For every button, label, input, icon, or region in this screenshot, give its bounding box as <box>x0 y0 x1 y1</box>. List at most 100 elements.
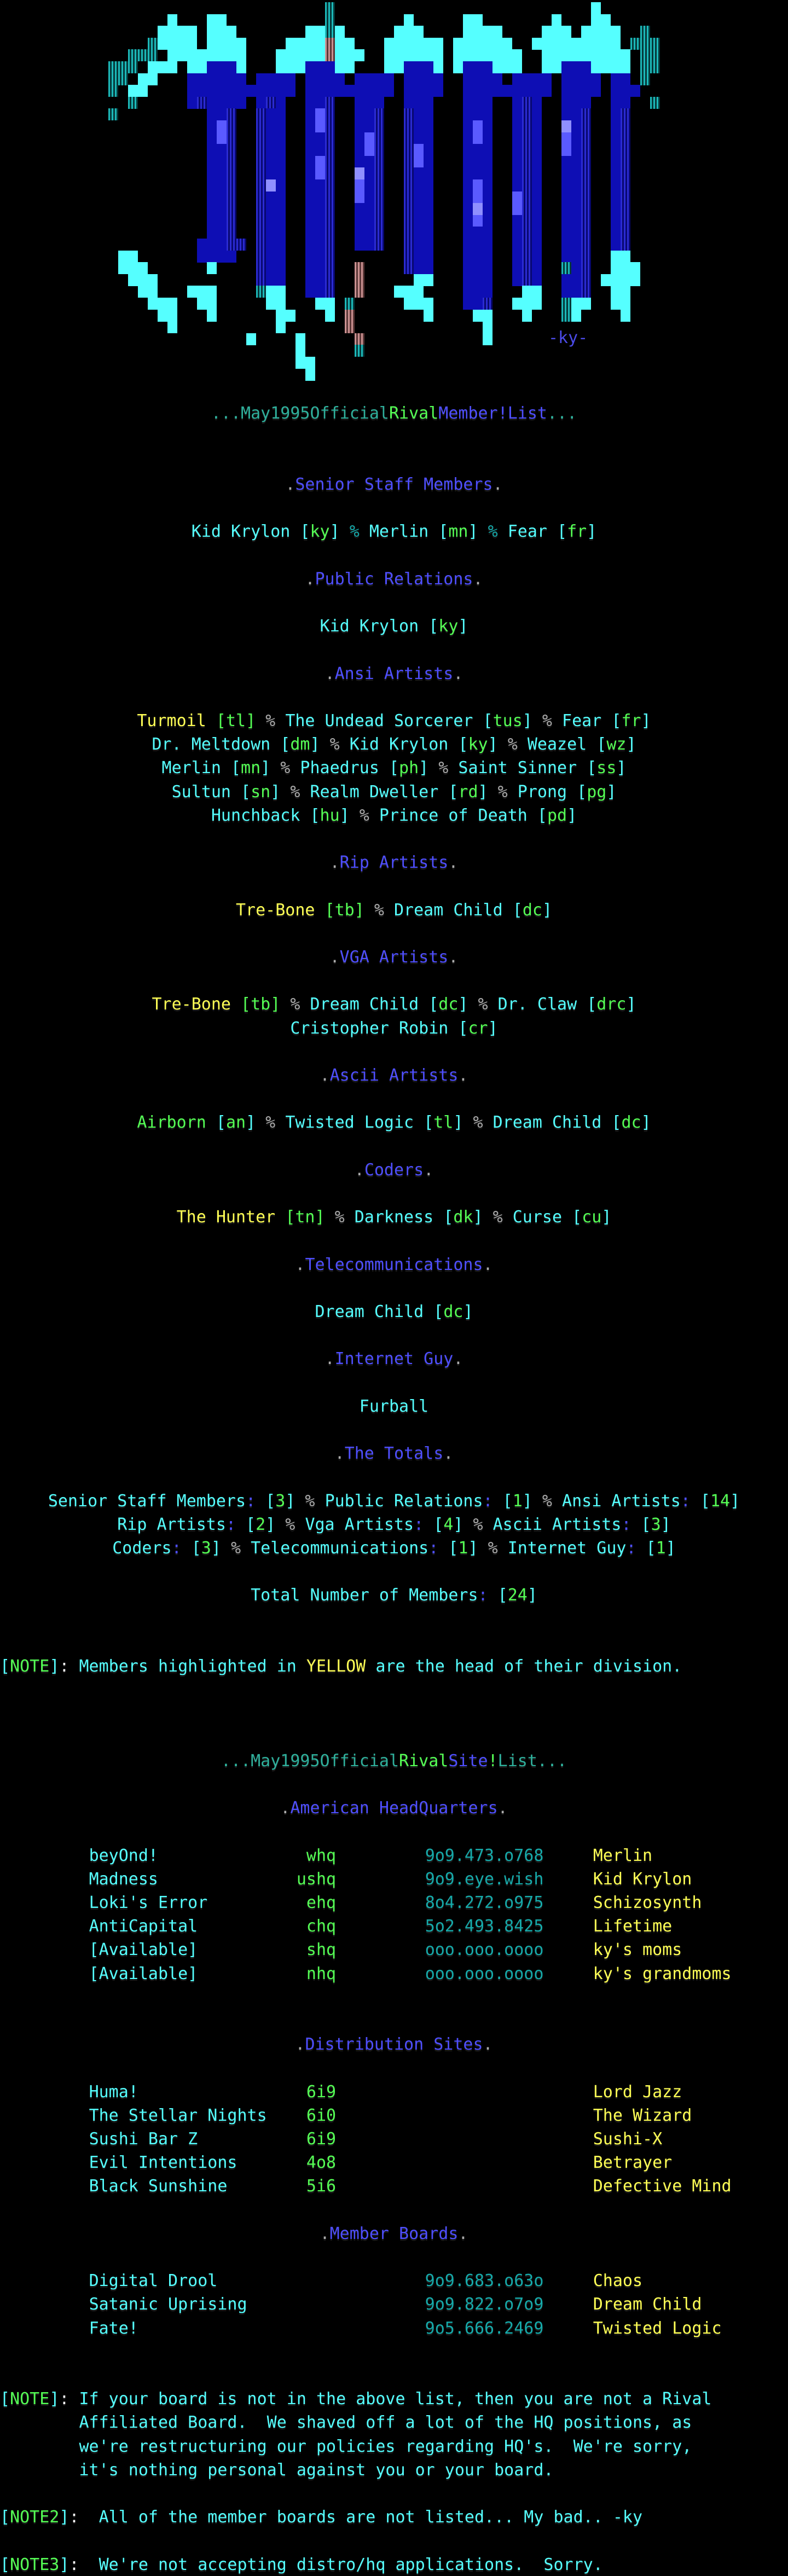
logo-art-block <box>414 203 433 216</box>
text-segment: % <box>280 995 310 1014</box>
logo-art-block <box>404 144 414 156</box>
text-segment: ] <box>265 1515 276 1534</box>
text-segment: ] <box>660 1515 671 1534</box>
logo-art-block <box>621 144 630 156</box>
logo-art-block <box>325 96 335 109</box>
logo-art-block <box>571 298 591 310</box>
logo-art-block <box>305 96 325 109</box>
logo-art-block <box>108 85 118 97</box>
text-segment <box>231 995 241 1014</box>
text-segment: ] <box>587 522 597 542</box>
logo-art-block <box>207 214 227 227</box>
text-segment: ] <box>488 1018 498 1038</box>
logo-art-block <box>256 167 266 180</box>
text-segment: shq <box>296 1940 337 1960</box>
ansi-text-line: Coders: [3] % Telecommunications: [1] % … <box>0 1536 788 1560</box>
text-segment: ] <box>453 1113 463 1133</box>
logo-art-block <box>512 120 522 132</box>
logo-art-block <box>207 61 236 73</box>
ansi-text-line: Furball <box>0 1395 788 1418</box>
logo-art-block <box>404 214 414 227</box>
logo-art-block <box>207 179 227 192</box>
logo-art-block <box>483 333 493 345</box>
logo-art-block <box>335 61 355 73</box>
logo-art-block <box>611 155 621 168</box>
text-segment: Hunchback <box>211 805 300 825</box>
text-segment: ] <box>522 711 532 730</box>
logo-art-block <box>266 167 286 180</box>
logo-art-block <box>384 37 443 50</box>
text-segment: [ <box>428 617 439 636</box>
text-segment: ...May1995Official <box>221 1751 399 1771</box>
logo-art-block <box>325 203 335 216</box>
logo-art-block <box>522 108 532 121</box>
logo-art-block <box>404 250 414 263</box>
text-segment: Lord Jazz <box>593 2082 682 2102</box>
logo-art-block <box>561 227 581 239</box>
logo-art-block <box>463 286 493 298</box>
text-segment: [ <box>611 1113 622 1133</box>
text-segment: . <box>453 664 463 683</box>
text-segment <box>601 711 611 730</box>
logo-art-block <box>522 96 532 109</box>
logo-art-block <box>532 203 542 216</box>
text-segment: 1 <box>656 1539 666 1558</box>
text-segment: . <box>424 1160 434 1180</box>
logo-art-block <box>463 250 493 263</box>
logo-art-block <box>266 227 286 239</box>
text-segment <box>543 1870 593 1889</box>
text-segment: ] <box>730 1491 740 1511</box>
logo-art-block <box>611 73 630 85</box>
text-segment: % <box>532 711 563 730</box>
logo-art-block <box>561 274 581 286</box>
logo-art-block <box>473 132 483 144</box>
text-segment <box>419 995 428 1014</box>
logo-art-block <box>463 203 473 216</box>
logo-art-block <box>581 120 591 132</box>
ansi-text-line: Rip Artists: [2] % Vga Artists: [4] % As… <box>0 1513 788 1536</box>
text-segment: . <box>458 1066 468 1085</box>
text-segment: Huma! <box>89 2082 138 2102</box>
ansi-text-line: .Public Relations. <box>0 567 788 591</box>
text-segment: [ <box>424 1113 434 1133</box>
text-segment: [ <box>424 1515 444 1534</box>
text-segment: Telecommunications <box>251 1539 429 1558</box>
logo-art-block <box>325 262 335 275</box>
logo-art-block <box>305 368 315 381</box>
text-segment: ] <box>49 2389 60 2409</box>
text-segment: [ <box>325 900 335 920</box>
logo-art-block <box>158 26 197 38</box>
ansi-text-line: .Senior Staff Members. <box>0 473 788 496</box>
logo-art-block <box>414 214 433 227</box>
ansi-text-line: Airborn [an] % Twisted Logic [tl] % Drea… <box>0 1111 788 1134</box>
logo-art-block <box>463 26 502 38</box>
text-segment: drc <box>596 995 627 1014</box>
logo-art-block <box>532 96 542 109</box>
text-segment: : <box>428 1539 439 1558</box>
text-segment <box>198 1964 297 1983</box>
logo-art-block <box>374 167 384 180</box>
logo-art-block <box>325 49 335 62</box>
logo-art-block <box>581 239 591 251</box>
ansi-text-line: Tre-Bone [tb] % Dream Child [dc] % Dr. C… <box>0 993 788 1016</box>
logo-art-block <box>374 179 384 192</box>
text-segment: ] <box>260 758 271 778</box>
logo-art-block <box>561 155 581 168</box>
logo-art-block <box>227 191 236 204</box>
text-segment: 3 <box>651 1515 661 1534</box>
logo-art-block <box>325 191 335 204</box>
ansi-text-line: Total Number of Members: [24] <box>0 1583 788 1607</box>
text-segment: ss <box>596 758 617 778</box>
logo-art-block <box>374 120 384 132</box>
logo-art-block <box>355 179 364 192</box>
logo-art-block <box>305 73 345 85</box>
logo-art-block <box>522 167 532 180</box>
logo-art-block <box>414 132 433 144</box>
logo-art-block <box>207 120 217 132</box>
logo-art-block <box>325 108 335 121</box>
text-segment: [ <box>483 711 493 730</box>
ansi-text-line: .VGA Artists. <box>0 945 788 969</box>
text-segment: ] <box>478 782 488 802</box>
text-segment: Phaedrus <box>300 758 379 778</box>
text-segment <box>577 995 587 1014</box>
